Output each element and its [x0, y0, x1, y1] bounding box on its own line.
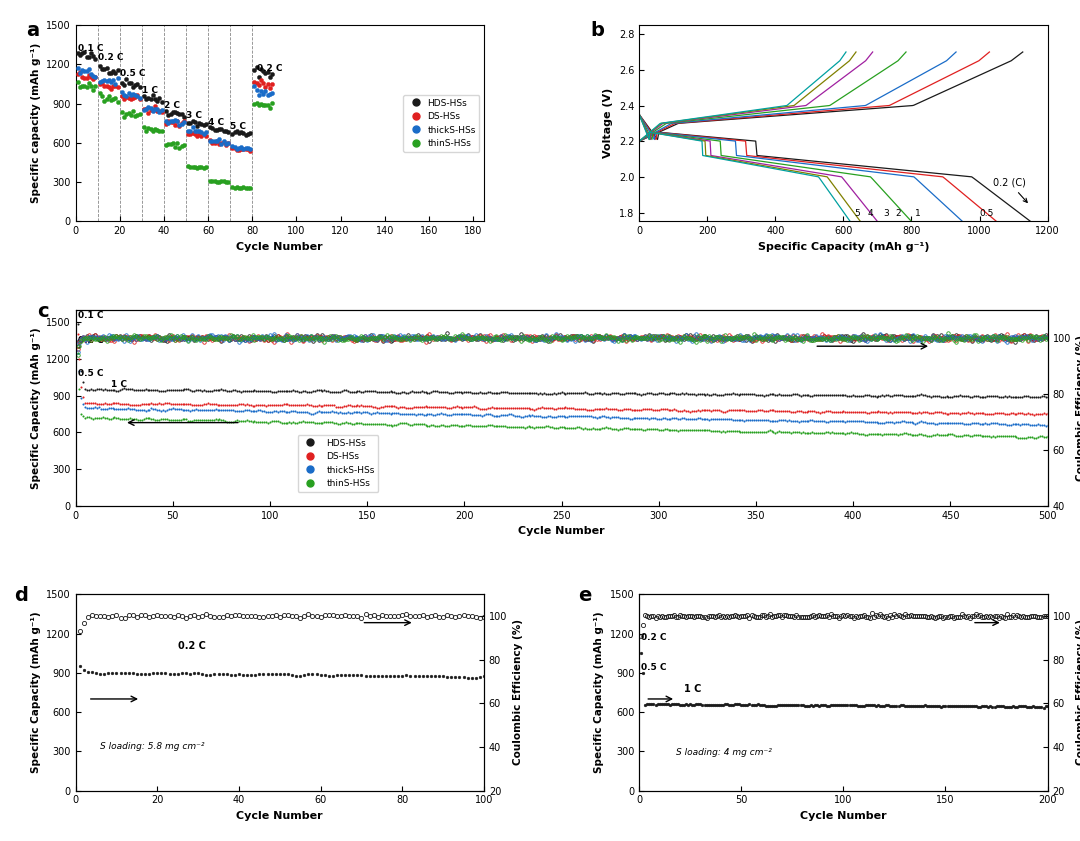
Text: 2 C: 2 C: [164, 101, 180, 109]
Y-axis label: Specific Capacity (mAh g⁻¹): Specific Capacity (mAh g⁻¹): [594, 611, 604, 773]
Text: S loading: 4 mg cm⁻²: S loading: 4 mg cm⁻²: [676, 748, 772, 757]
Text: 0.5 C: 0.5 C: [78, 369, 103, 378]
Text: 0.1 C: 0.1 C: [78, 44, 104, 53]
Text: 1 C: 1 C: [684, 685, 702, 695]
Y-axis label: Voltage (V): Voltage (V): [604, 88, 613, 158]
Text: S loading: 5.8 mg cm⁻²: S loading: 5.8 mg cm⁻²: [100, 742, 204, 751]
Y-axis label: Specific capacity (mAh g⁻¹): Specific capacity (mAh g⁻¹): [30, 43, 41, 204]
Text: 0.2 C: 0.2 C: [257, 64, 282, 73]
X-axis label: Cycle Number: Cycle Number: [800, 811, 887, 821]
Text: c: c: [37, 302, 49, 321]
Text: 0.2 (C): 0.2 (C): [994, 177, 1027, 203]
Y-axis label: Coulombic Efficiency (%): Coulombic Efficiency (%): [1077, 620, 1080, 765]
Text: 3 C: 3 C: [186, 111, 202, 120]
Legend: HDS-HSs, DS-HSs, thickS-HSs, thinS-HSs: HDS-HSs, DS-HSs, thickS-HSs, thinS-HSs: [298, 435, 378, 492]
Text: d: d: [14, 586, 28, 606]
Text: 4: 4: [868, 209, 874, 218]
X-axis label: Cycle Number: Cycle Number: [237, 242, 323, 252]
Text: 0.5: 0.5: [980, 209, 994, 218]
Text: 5 C: 5 C: [230, 122, 246, 130]
Legend: HDS-HSs, DS-HSs, thickS-HSs, thinS-HSs: HDS-HSs, DS-HSs, thickS-HSs, thinS-HSs: [403, 95, 480, 151]
Text: 0.5 C: 0.5 C: [642, 664, 666, 672]
Y-axis label: Specific Capacity (mAh g⁻¹): Specific Capacity (mAh g⁻¹): [30, 611, 41, 773]
X-axis label: Specific Capacity (mAh g⁻¹): Specific Capacity (mAh g⁻¹): [758, 242, 929, 252]
Text: 0.2 C: 0.2 C: [178, 641, 205, 651]
Text: 0.2 C: 0.2 C: [642, 633, 666, 642]
Text: 3: 3: [883, 209, 889, 218]
X-axis label: Cycle Number: Cycle Number: [518, 526, 605, 537]
Text: 0.2 C: 0.2 C: [78, 336, 103, 345]
Text: 0.1 C: 0.1 C: [78, 311, 103, 320]
Text: 0.2 C: 0.2 C: [97, 53, 123, 62]
Y-axis label: Coulombic Efficiency (%): Coulombic Efficiency (%): [1077, 335, 1080, 481]
Text: 0.5 C: 0.5 C: [120, 69, 145, 77]
Text: 5: 5: [854, 209, 860, 218]
Y-axis label: Specific Capacity (mAh g⁻¹): Specific Capacity (mAh g⁻¹): [30, 327, 41, 489]
Text: b: b: [590, 21, 604, 40]
X-axis label: Cycle Number: Cycle Number: [237, 811, 323, 821]
Text: e: e: [578, 586, 592, 606]
Text: 1: 1: [916, 209, 921, 218]
Text: 4 C: 4 C: [208, 119, 225, 127]
Y-axis label: Coulombic Efficiency (%): Coulombic Efficiency (%): [513, 620, 523, 765]
Text: 1 C: 1 C: [110, 380, 126, 389]
Text: 2: 2: [895, 209, 901, 218]
Text: 1 C: 1 C: [141, 86, 158, 94]
Text: a: a: [27, 21, 40, 40]
